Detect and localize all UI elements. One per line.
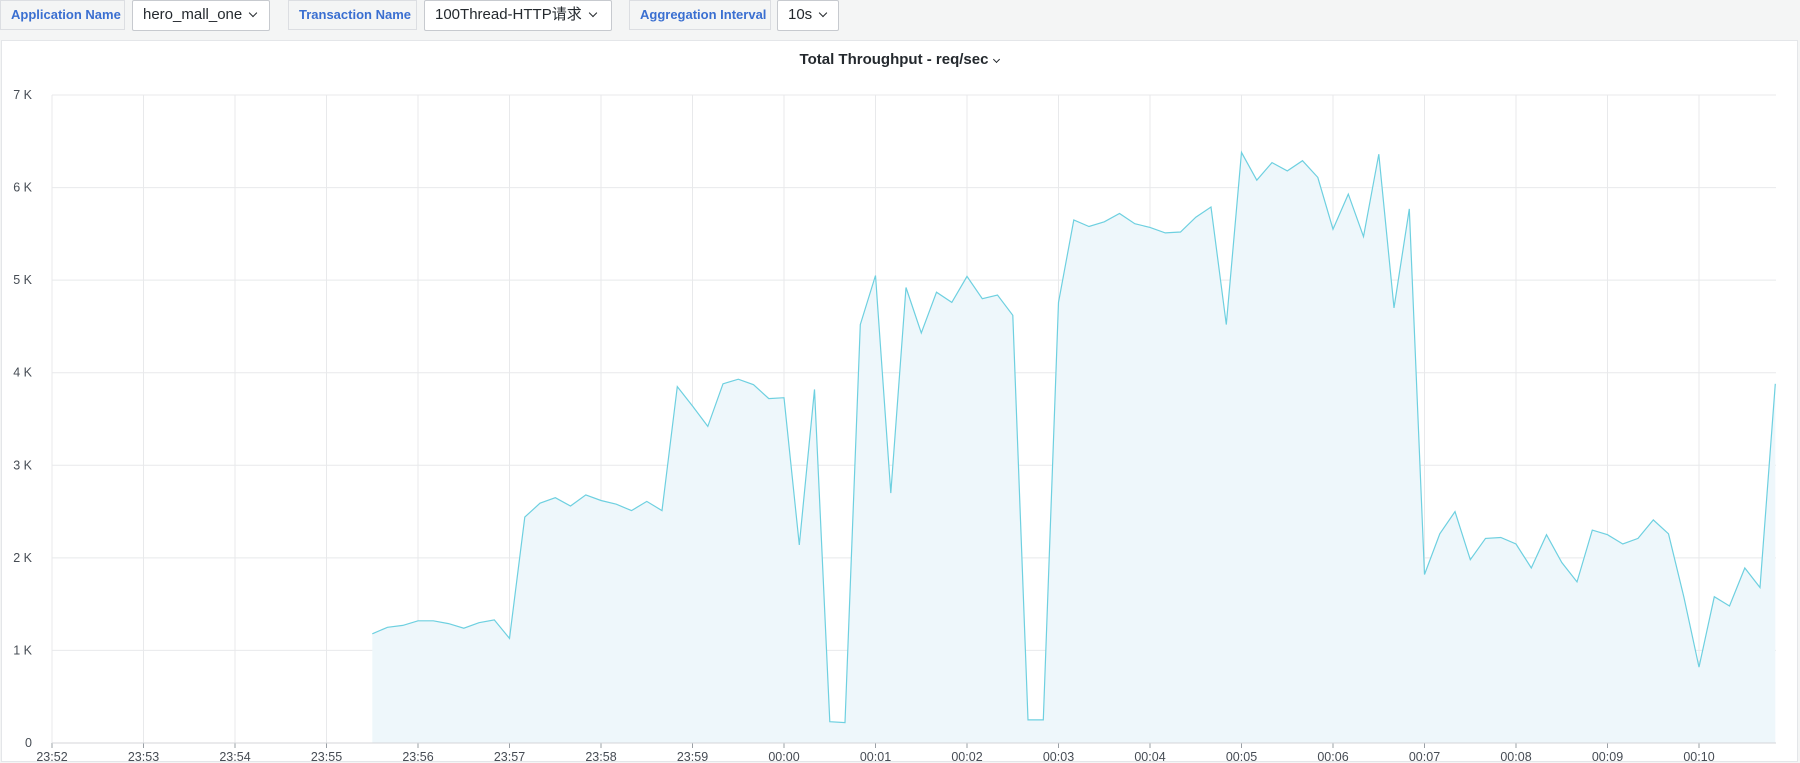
throughput-chart: 0 1 K 2 K 3 K 4 K 5 K 6 K 7 K 23:52 23:53 23:54 23:…	[13, 88, 1776, 761]
y-tick-label: 2 K	[13, 551, 32, 565]
x-tick-label: 23:55	[311, 750, 342, 761]
x-tick-label: 00:05	[1226, 750, 1257, 761]
y-tick-label: 1 K	[13, 643, 32, 657]
x-tick-label: 23:54	[219, 750, 250, 761]
x-tick-label: 23:53	[128, 750, 159, 761]
transaction-name-label: Transaction Name	[288, 0, 417, 30]
aggregation-interval-label: Aggregation Interval	[629, 0, 771, 30]
chevron-down-icon	[249, 8, 258, 18]
x-tick-label: 23:58	[585, 750, 616, 761]
aggregation-interval-value: 10s	[788, 6, 813, 23]
x-tick-label: 00:01	[860, 750, 891, 761]
x-tick-label: 00:04	[1134, 750, 1165, 761]
panel-title-menu[interactable]: Total Throughput - req/sec	[2, 49, 1797, 71]
x-tick-label: 00:07	[1409, 750, 1440, 761]
x-tick-label: 00:10	[1683, 750, 1714, 761]
x-tick-label: 00:08	[1500, 750, 1531, 761]
x-tick-label: 23:56	[402, 750, 433, 761]
y-tick-label: 5 K	[13, 273, 32, 287]
x-tick-label: 23:52	[36, 750, 67, 761]
x-tick-label: 00:00	[768, 750, 799, 761]
aggregation-interval-select[interactable]: 10s	[777, 0, 839, 31]
x-tick-label: 23:59	[677, 750, 708, 761]
x-tick-label: 00:06	[1317, 750, 1348, 761]
x-tick-label: 00:03	[1043, 750, 1074, 761]
application-name-value: hero_mall_one	[143, 6, 243, 23]
y-tick-label: 4 K	[13, 366, 32, 380]
application-name-select[interactable]: hero_mall_one	[132, 0, 270, 31]
y-tick-label: 3 K	[13, 458, 32, 472]
chevron-down-icon	[993, 55, 1001, 64]
series-line	[372, 150, 1776, 724]
series-area	[372, 152, 1776, 743]
transaction-name-select[interactable]: 100Thread-HTTP请求	[424, 0, 612, 31]
y-tick-label: 0	[25, 736, 32, 750]
throughput-panel: 0 1 K 2 K 3 K 4 K 5 K 6 K 7 K 23:52 23:53 23:54 23:…	[1, 40, 1798, 762]
panel-title: Total Throughput - req/sec	[799, 51, 989, 68]
chevron-down-icon	[588, 8, 597, 18]
application-name-label: Application Name	[0, 0, 125, 30]
chevron-down-icon	[818, 8, 828, 18]
y-tick-label: 6 K	[13, 181, 32, 195]
variables-bar: Application Name hero_mall_one Transacti…	[0, 0, 1800, 40]
x-tick-label: 23:57	[494, 750, 525, 761]
x-tick-label: 00:09	[1592, 750, 1623, 761]
x-tick-label: 00:02	[951, 750, 982, 761]
y-tick-label: 7 K	[13, 88, 32, 102]
transaction-name-value: 100Thread-HTTP请求	[435, 6, 582, 23]
